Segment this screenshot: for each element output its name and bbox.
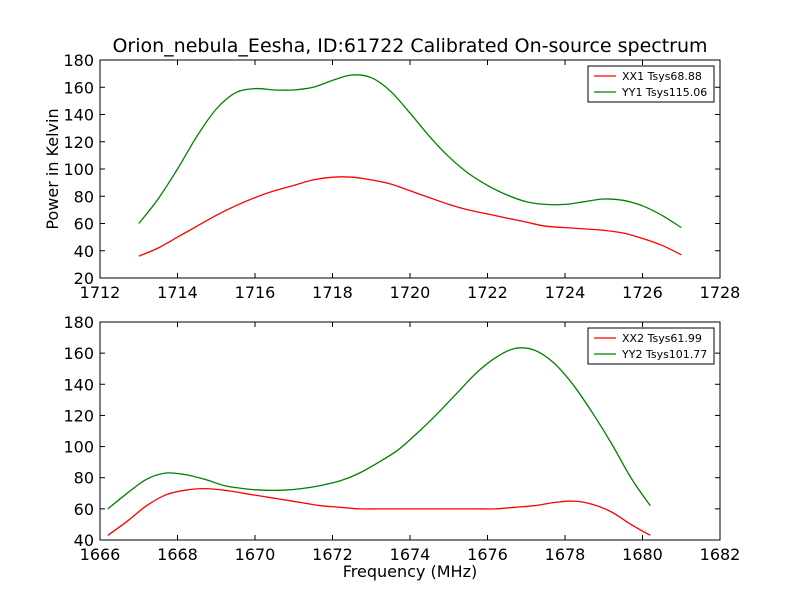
y-tick-label: 140: [63, 106, 94, 125]
bottom-spectrum-panel: 1666 1668 1670 1672 1674 1676 1678 1680 1682 40 60…: [63, 313, 740, 581]
y-tick-label: 20: [74, 269, 94, 288]
series-line-yy1: [138, 74, 682, 229]
x-tick-label: 1726: [622, 283, 663, 302]
x-tick-label: 1676: [467, 545, 508, 564]
legend-label: XX2 Tsys61.99: [622, 332, 702, 345]
y-tick-label: 180: [63, 51, 94, 70]
x-tick-label: 1670: [235, 545, 276, 564]
y-axis-title: Power in Kelvin: [43, 108, 62, 229]
y-tick-label: 60: [74, 215, 94, 234]
x-tick-label: 1718: [312, 283, 353, 302]
y-tick-label: 120: [63, 406, 94, 425]
y-tick-label: 100: [63, 438, 94, 457]
x-tick-label: 1716: [235, 283, 276, 302]
legend-label: XX1 Tsys68.88: [622, 70, 702, 83]
legend-label: YY1 Tsys115.06: [621, 86, 707, 99]
x-tick-label: 1682: [700, 545, 741, 564]
x-tick-label: 1678: [545, 545, 586, 564]
y-tick-label: 80: [74, 187, 94, 206]
x-tick-label: 1674: [390, 545, 431, 564]
x-tick-label: 1680: [622, 545, 663, 564]
legend-box: [587, 65, 715, 103]
x-tick-label: 1714: [157, 283, 198, 302]
y-tick-label: 60: [74, 500, 94, 519]
y-tick-label: 180: [63, 313, 94, 332]
top-spectrum-panel: 1712 1714 1716 1718 1720 1722 1724 1726 1728 20 40…: [43, 51, 740, 302]
legend: XX2 Tsys61.99 YY2 Tsys101.77: [587, 327, 715, 365]
x-tick-label: 1724: [545, 283, 586, 302]
legend: XX1 Tsys68.88 YY1 Tsys115.06: [587, 65, 715, 103]
y-tick-label: 160: [63, 78, 94, 97]
legend-label: YY2 Tsys101.77: [621, 348, 707, 361]
y-tick-label: 140: [63, 375, 94, 394]
figure-title: Orion_nebula_Eesha, ID:61722 Calibrated …: [112, 35, 707, 57]
x-tick-label: 1722: [467, 283, 508, 302]
x-tick-label: 1666: [80, 545, 121, 564]
x-tick-label: 1712: [80, 283, 121, 302]
x-axis-title: Frequency (MHz): [343, 562, 477, 581]
x-tick-label: 1668: [157, 545, 198, 564]
y-tick-label: 40: [74, 242, 94, 261]
y-tick-label: 100: [63, 160, 94, 179]
series-line-xx2: [107, 487, 651, 536]
series-line-xx1: [138, 176, 682, 257]
y-tick-label: 40: [74, 531, 94, 550]
legend-box: [587, 327, 715, 365]
series-line-yy2: [107, 347, 651, 510]
x-tick-label: 1672: [312, 545, 353, 564]
x-tick-label: 1720: [390, 283, 431, 302]
y-tick-label: 120: [63, 133, 94, 152]
y-tick-label: 80: [74, 469, 94, 488]
y-tick-label: 160: [63, 344, 94, 363]
x-tick-label: 1728: [700, 283, 741, 302]
